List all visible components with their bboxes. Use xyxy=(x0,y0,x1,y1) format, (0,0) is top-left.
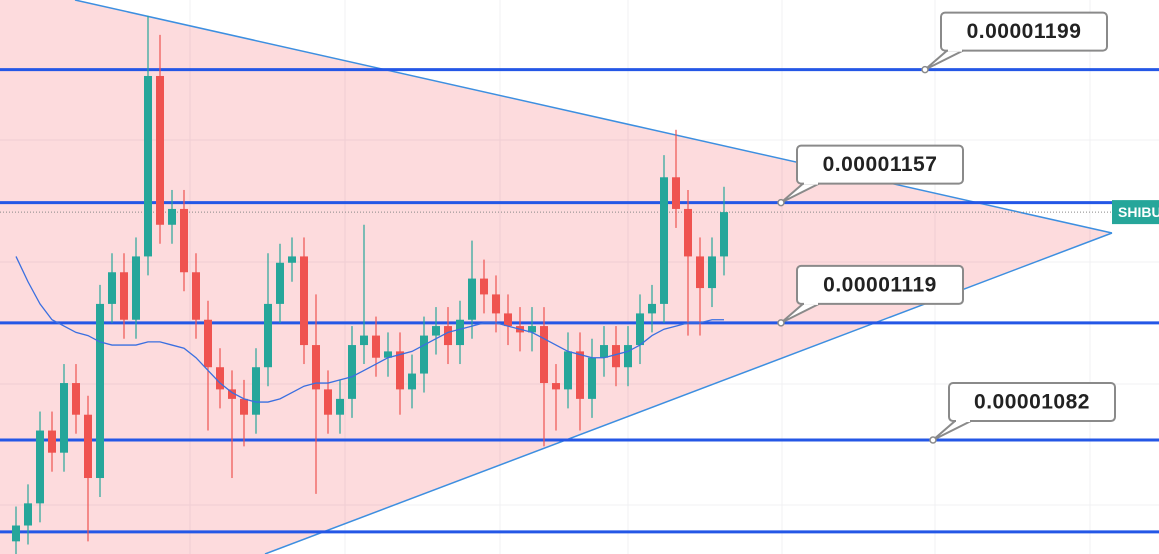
trendline-lower xyxy=(264,232,1113,554)
callout-anchor xyxy=(929,436,937,444)
candle-body xyxy=(408,373,416,390)
candle-body xyxy=(492,294,500,314)
candle-body xyxy=(564,351,572,390)
candle-body xyxy=(120,272,128,320)
candle-body xyxy=(384,351,392,358)
candle-body xyxy=(552,383,560,390)
candle-body xyxy=(216,367,224,390)
candle-body xyxy=(192,272,200,320)
candle-body xyxy=(144,75,152,257)
candle-body xyxy=(252,367,260,415)
candle-body xyxy=(456,319,464,346)
candle-body xyxy=(348,345,356,399)
candle-body xyxy=(60,383,68,453)
callout-box xyxy=(796,144,964,185)
candle-body xyxy=(612,345,620,368)
candle-body xyxy=(360,335,368,346)
callout-label: 0.00001199 xyxy=(967,20,1082,43)
candle-body xyxy=(444,326,452,346)
callout-box xyxy=(796,264,964,305)
callout-label: 0.00001157 xyxy=(823,153,938,176)
candle-body xyxy=(24,503,32,526)
candle-body xyxy=(240,398,248,415)
candle-body xyxy=(600,345,608,358)
candle-body xyxy=(228,389,236,399)
candle-body xyxy=(588,357,596,399)
ticker-tag xyxy=(1112,200,1159,225)
callout-seam xyxy=(956,419,970,423)
candle-body xyxy=(204,319,212,368)
moving-average xyxy=(15,256,724,403)
ticker-label: SHIBU xyxy=(1118,204,1159,220)
callout-anchor xyxy=(921,65,929,74)
candle-body xyxy=(12,525,20,542)
candle-body xyxy=(108,272,116,304)
candle-body xyxy=(288,256,296,263)
callout-label: 0.00001119 xyxy=(823,273,937,296)
candle-body xyxy=(672,177,680,209)
candle-body xyxy=(528,326,536,333)
candle-body xyxy=(180,208,188,273)
callout-seam xyxy=(948,48,962,52)
callout-tail xyxy=(932,420,972,441)
candle-body xyxy=(648,303,656,314)
candle-body xyxy=(696,256,704,289)
candle-body xyxy=(300,256,308,346)
candle-body xyxy=(480,278,488,295)
candle-body xyxy=(420,335,428,374)
candle-body xyxy=(336,398,344,415)
callout-box xyxy=(940,11,1108,52)
candle-body xyxy=(84,414,92,479)
callout-seam xyxy=(804,301,818,305)
candle-body xyxy=(312,345,320,390)
candle-body xyxy=(276,262,284,304)
candle-body xyxy=(468,278,476,320)
candle-body xyxy=(132,256,140,320)
candle-body xyxy=(636,313,644,346)
callout-label: 0.00001082 xyxy=(974,391,1090,414)
candle-body xyxy=(660,177,668,304)
trendline-upper xyxy=(74,0,1113,234)
candle-body xyxy=(264,303,272,368)
callout-tail xyxy=(924,49,964,71)
candle-body xyxy=(324,389,332,415)
candle-body xyxy=(720,212,728,257)
candle-body xyxy=(576,351,584,399)
callout-seam xyxy=(804,181,818,185)
candle-body xyxy=(432,326,440,336)
candle-body xyxy=(708,256,716,289)
callout-anchor xyxy=(777,198,785,207)
candle-body xyxy=(624,345,632,368)
candle-body xyxy=(48,430,56,453)
callout-anchor xyxy=(777,319,785,327)
candle-body xyxy=(372,335,380,358)
callout-box xyxy=(948,382,1116,423)
candle-body xyxy=(156,75,164,225)
candle-body xyxy=(540,326,548,384)
candle-body xyxy=(36,430,44,504)
triangle-pattern xyxy=(0,0,1112,554)
candle-body xyxy=(684,208,692,257)
candle-body xyxy=(504,313,512,327)
candle-body xyxy=(396,351,404,390)
candle-body xyxy=(72,383,80,415)
candle-body xyxy=(96,303,104,479)
candle-body xyxy=(168,208,176,225)
